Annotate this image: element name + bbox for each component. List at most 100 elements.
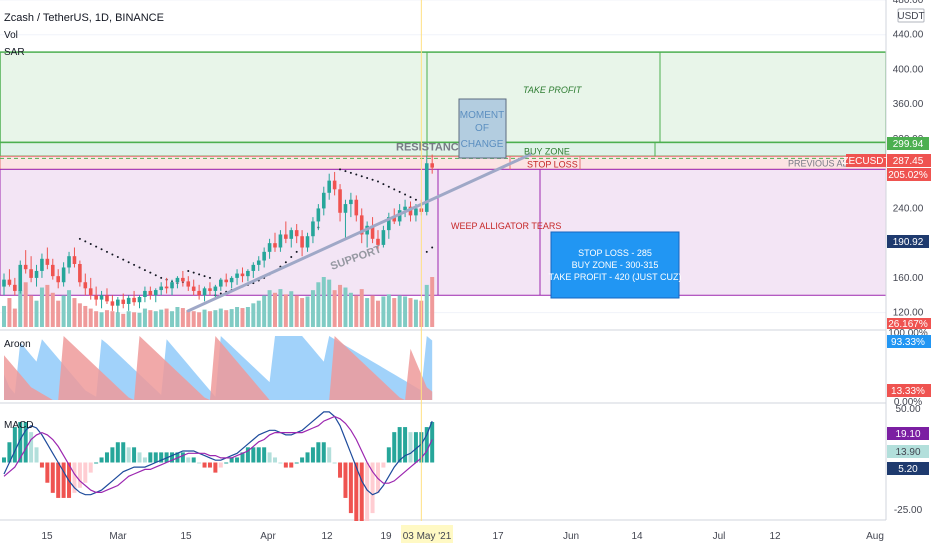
support-price-tag: 190.92: [887, 235, 929, 248]
trade-info-box[interactable]: STOP LOSS - 285 BUY ZONE - 300-315 TAKE …: [548, 231, 682, 299]
sar-dot: [89, 243, 92, 246]
macd-tag-1-rect: [887, 427, 929, 440]
volume-bar: [386, 294, 391, 327]
volume-bar: [142, 308, 147, 327]
volume-bar: [83, 305, 88, 327]
candle-body: [197, 290, 201, 296]
aroon-bottom-partial: 0.00%: [894, 397, 922, 408]
sar-label[interactable]: SAR: [4, 47, 25, 58]
volume-bar: [413, 299, 418, 327]
candle-body: [153, 290, 158, 296]
candle-body: [251, 264, 256, 271]
candle-body: [300, 236, 304, 248]
moment-of-change-box[interactable]: MOMENT OF CHANGE: [458, 98, 507, 159]
macd-histogram-bar: [392, 432, 397, 463]
macd-histogram-bar: [294, 462, 299, 464]
sar-dot: [122, 258, 125, 261]
price-axis-bg[interactable]: [886, 0, 932, 550]
candle-body: [311, 221, 315, 237]
volume-bar: [273, 292, 277, 327]
time-cursor-bg: [401, 525, 453, 543]
sar-dot: [149, 271, 152, 274]
volume-bar: [332, 290, 337, 327]
candle-body: [137, 297, 142, 303]
candle-body: [50, 264, 55, 277]
take-profit-zone: [0, 51, 887, 144]
currency-badge[interactable]: USDT: [897, 8, 925, 23]
volume-bar: [267, 290, 272, 327]
candle-body: [34, 270, 39, 278]
macd-histogram-bar: [273, 457, 277, 463]
sar-dot: [355, 173, 358, 176]
macd-histogram-bar: [229, 457, 234, 463]
buy-zone-tag-rect: [887, 137, 929, 150]
macd-signal-line: [3, 415, 433, 493]
macd-histogram-bar: [104, 452, 109, 463]
candle-body: [45, 258, 50, 265]
candle-body: [13, 284, 17, 291]
sar-dot: [290, 256, 293, 259]
sar-dot: [376, 180, 379, 183]
candle-body: [2, 279, 6, 287]
aroon-up-tag: 93.33%: [887, 335, 931, 348]
volume-bar: [104, 310, 109, 327]
volume-bar: [348, 292, 353, 327]
candle-body: [132, 297, 136, 303]
candle-body: [256, 260, 261, 265]
aroon-up-tag-rect: [887, 335, 931, 348]
volume-bar: [175, 307, 180, 327]
macd-tag-1-text: 19.10: [895, 429, 920, 440]
sar-dot: [154, 274, 157, 277]
aroon-down-tag: 13.33%: [887, 384, 931, 397]
volume-bar: [294, 295, 299, 327]
volume-bars: [2, 277, 435, 327]
info-buy-zone: BUY ZONE - 300-315: [572, 260, 659, 270]
candle-body: [202, 288, 207, 296]
sar-dot: [344, 170, 347, 173]
candle-body: [29, 269, 33, 278]
volume-bar: [159, 309, 164, 327]
volume-bar: [229, 309, 234, 327]
candle-body: [148, 290, 153, 296]
candle-body: [126, 297, 131, 304]
candlesticks: [2, 154, 434, 313]
candle-body: [94, 295, 98, 300]
zones-layer: [0, 51, 887, 296]
volume-bar: [45, 284, 50, 327]
support-tag-rect: [887, 235, 929, 248]
time-axis-bg[interactable]: [0, 521, 932, 550]
candle-body: [273, 243, 277, 248]
symbol-title[interactable]: Zcash / TetherUS, 1D, BINANCE: [4, 12, 164, 24]
volume-bar: [224, 310, 229, 327]
candle-body: [387, 217, 391, 231]
macd-histogram-bar: [235, 457, 240, 463]
sar-dot: [198, 273, 201, 276]
volume-bar: [61, 295, 66, 327]
macd-histogram-bar: [224, 462, 229, 464]
sar-dot: [78, 237, 81, 240]
candle-body: [121, 299, 126, 304]
time-tick-label: Aug: [866, 531, 884, 542]
sar-dot: [404, 193, 407, 196]
candle-body: [186, 281, 191, 287]
macd-histogram-bar: [77, 462, 82, 488]
vol-label[interactable]: Vol: [4, 30, 18, 41]
volume-bar: [34, 300, 39, 327]
volume-bar: [213, 310, 218, 327]
macd-histogram-bar: [115, 442, 120, 463]
sar-dot: [143, 269, 146, 272]
volume-bar: [137, 312, 142, 327]
last-price-tag-text: 287.45: [893, 156, 924, 167]
candle-body: [213, 286, 218, 291]
macd-histogram-bar: [305, 452, 310, 463]
candle-body: [408, 206, 413, 216]
sar-dot: [105, 250, 108, 253]
candle-body: [56, 276, 60, 283]
candle-body: [164, 286, 169, 289]
aroon-down-tag-text: 13.33%: [891, 386, 925, 397]
volume-bar: [180, 308, 185, 327]
macd-histogram-bar: [148, 452, 153, 463]
sar-dot: [160, 276, 163, 279]
macd-tag-3-rect: [887, 462, 929, 475]
